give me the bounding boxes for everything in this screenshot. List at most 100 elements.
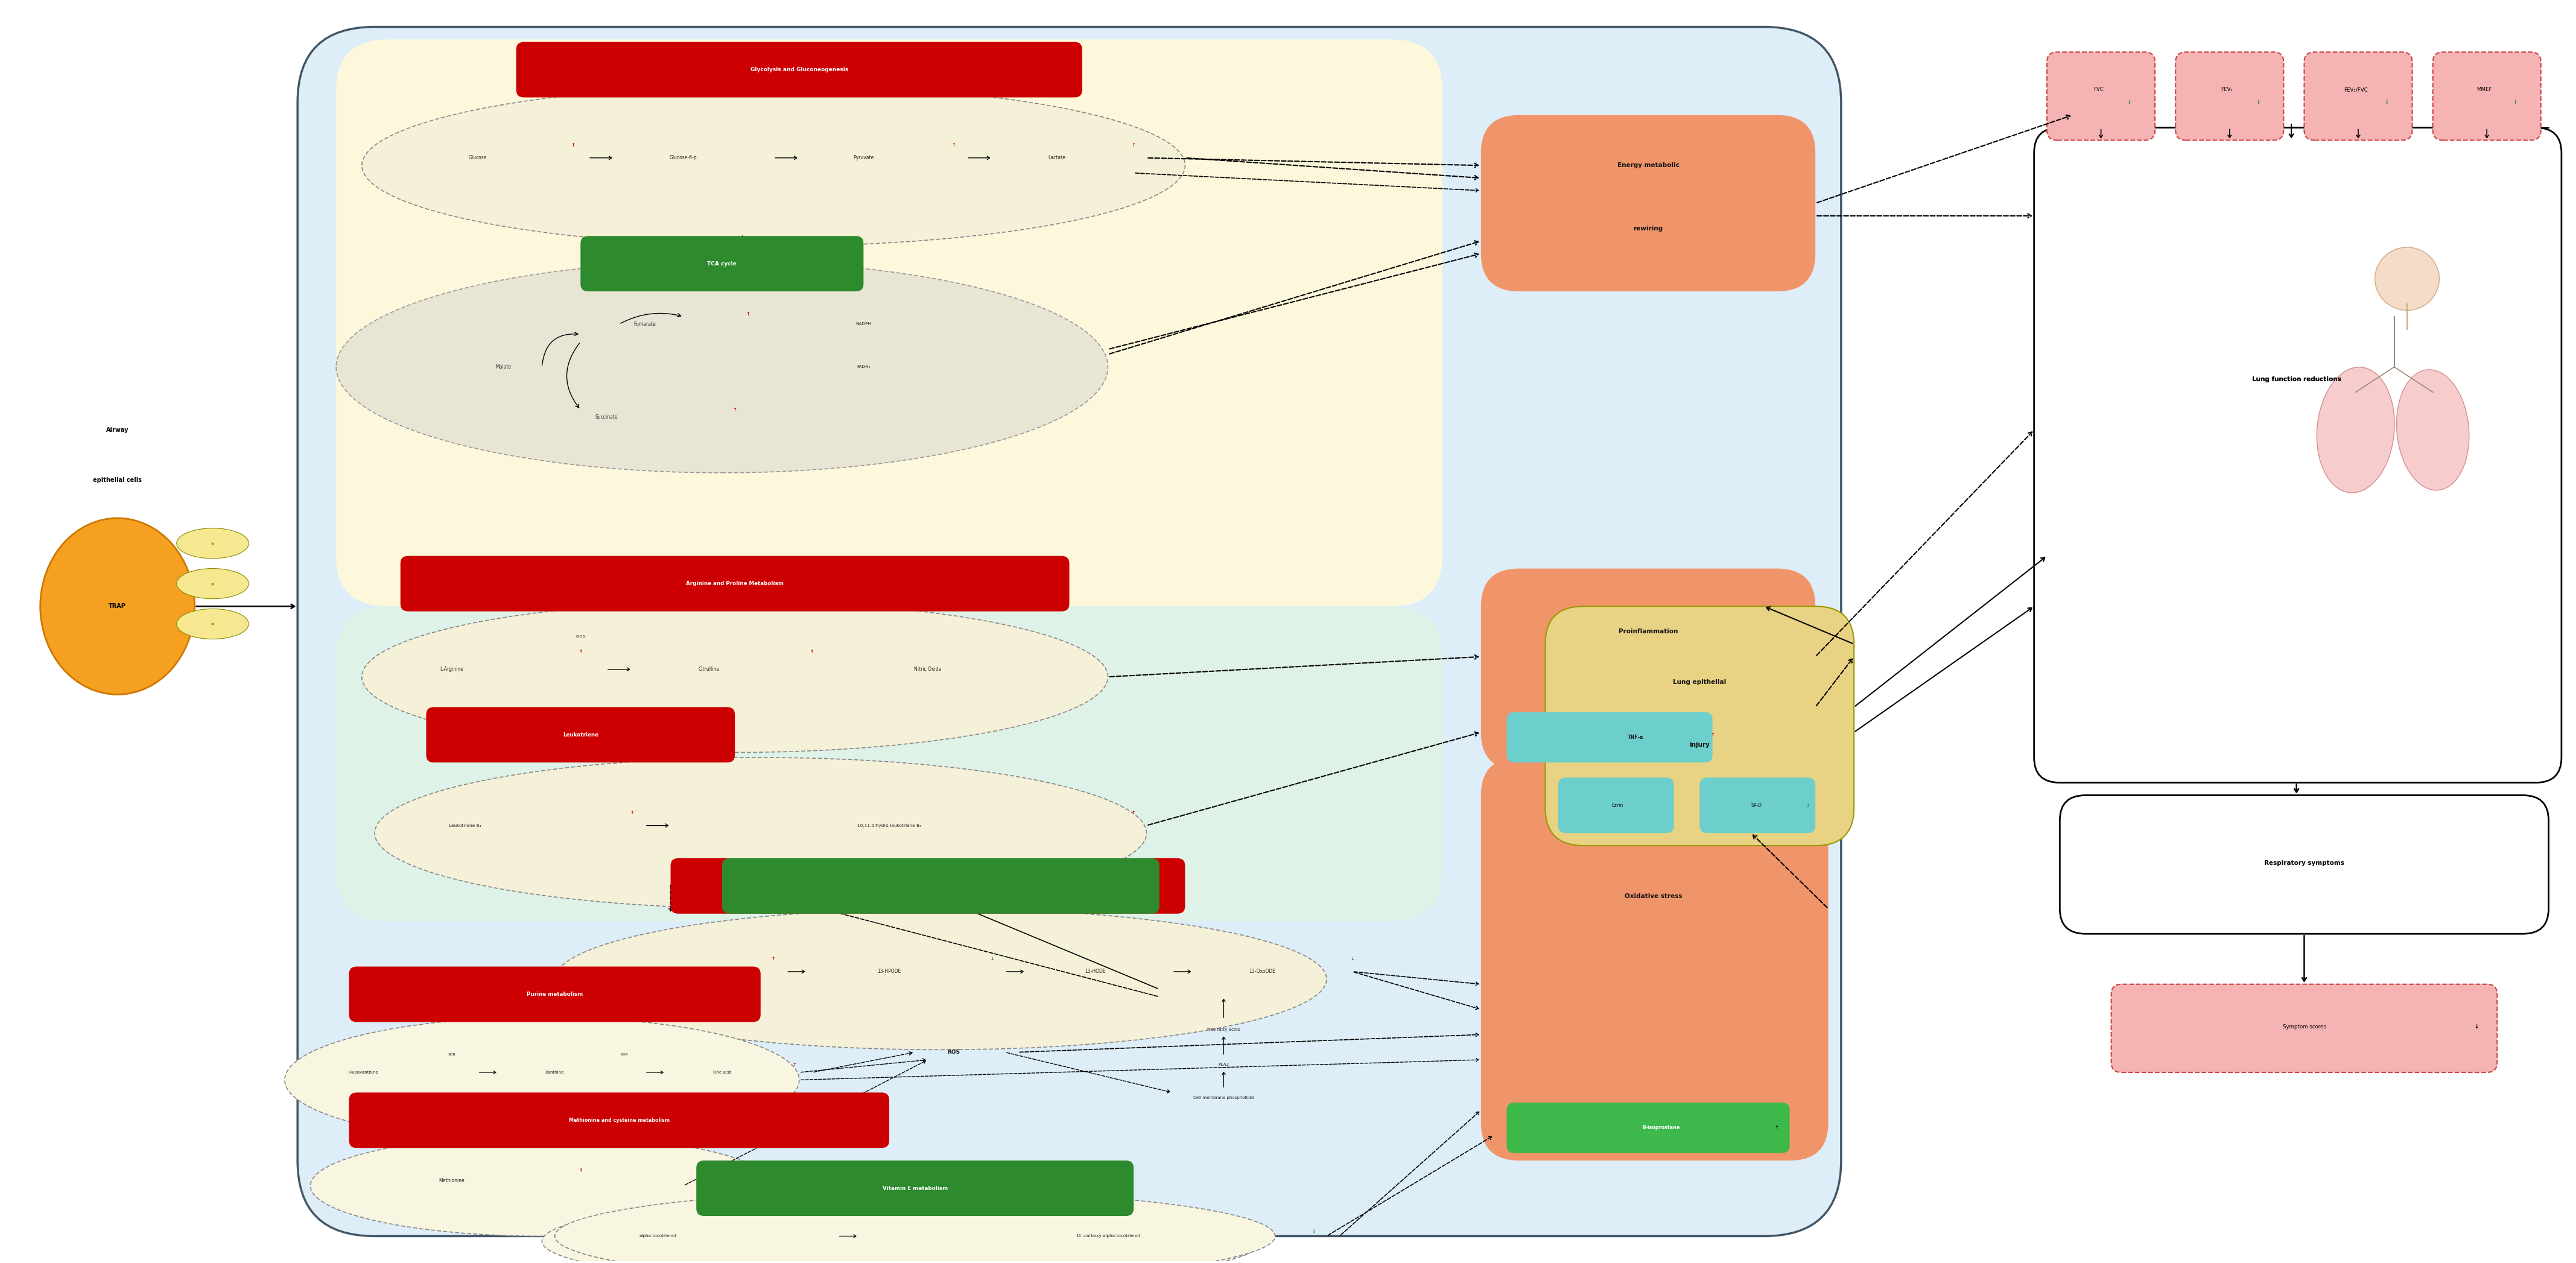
FancyBboxPatch shape [1481, 758, 1829, 1161]
Text: Ezrin: Ezrin [1613, 802, 1623, 808]
Text: Oxidative stress: Oxidative stress [1625, 893, 1682, 899]
Ellipse shape [2396, 370, 2470, 490]
Text: Succinate: Succinate [595, 414, 618, 421]
Ellipse shape [541, 1196, 1262, 1263]
Text: ↓: ↓ [989, 956, 994, 961]
Text: ↓: ↓ [2385, 100, 2388, 105]
Text: Vitamin E metabolism: Vitamin E metabolism [884, 1186, 948, 1191]
FancyBboxPatch shape [399, 556, 1069, 611]
Text: alpha-tocotrienol: alpha-tocotrienol [639, 1234, 677, 1238]
Text: Leukotriene B₄: Leukotriene B₄ [448, 823, 482, 827]
Text: FADH₂: FADH₂ [858, 365, 871, 369]
FancyBboxPatch shape [1507, 1103, 1790, 1153]
Text: 8-isoprostane: 8-isoprostane [1643, 1125, 1680, 1130]
FancyBboxPatch shape [1558, 778, 1674, 834]
Ellipse shape [178, 528, 250, 558]
Text: FVC: FVC [2094, 87, 2105, 92]
FancyBboxPatch shape [2112, 984, 2496, 1072]
Text: ↑: ↑ [809, 649, 814, 654]
Text: ↓: ↓ [2514, 100, 2517, 105]
Text: ↑: ↑ [773, 956, 775, 961]
Text: 10,11-dihydro-leukotriene B₄: 10,11-dihydro-leukotriene B₄ [858, 823, 922, 827]
Text: Leukotriene: Leukotriene [562, 733, 598, 738]
Text: epithelial cells: epithelial cells [93, 477, 142, 484]
Ellipse shape [2375, 248, 2439, 311]
Ellipse shape [41, 518, 196, 695]
FancyBboxPatch shape [670, 859, 1185, 913]
FancyBboxPatch shape [2035, 128, 2561, 783]
Text: Cell membrane phospholipid: Cell membrane phospholipid [1193, 1096, 1255, 1099]
FancyBboxPatch shape [425, 707, 734, 763]
Text: ↓: ↓ [2257, 100, 2259, 105]
Text: ↑: ↑ [580, 1168, 582, 1173]
Text: MMEF: MMEF [2476, 87, 2491, 92]
Text: 13-HODE: 13-HODE [1084, 969, 1105, 974]
FancyBboxPatch shape [1481, 115, 1816, 292]
Text: Linoleate metabolism: Linoleate metabolism [896, 883, 961, 889]
Text: Lung epithelial: Lung epithelial [1672, 679, 1726, 685]
Ellipse shape [554, 908, 1327, 1050]
Text: Methionine and cysteine metabolism: Methionine and cysteine metabolism [569, 1118, 670, 1123]
Ellipse shape [335, 261, 1108, 472]
Ellipse shape [361, 601, 1108, 753]
Text: Methionine: Methionine [438, 1178, 464, 1183]
Text: Uric acid: Uric acid [714, 1071, 732, 1075]
Text: Glucose-6-p: Glucose-6-p [670, 155, 698, 160]
FancyBboxPatch shape [299, 27, 1842, 1236]
Text: FEV₁: FEV₁ [2221, 87, 2233, 92]
Text: ↑: ↑ [951, 143, 956, 148]
FancyBboxPatch shape [2432, 52, 2540, 140]
Text: FEV₁/FVC: FEV₁/FVC [2344, 87, 2367, 92]
FancyBboxPatch shape [348, 1092, 889, 1148]
Ellipse shape [309, 1135, 773, 1236]
Text: Arginine and Proline Metabolism: Arginine and Proline Metabolism [685, 581, 783, 586]
Text: ↓: ↓ [2128, 100, 2130, 105]
Text: Symptom scores: Symptom scores [2282, 1024, 2326, 1029]
Text: Pyruvate: Pyruvate [853, 155, 873, 160]
FancyBboxPatch shape [1546, 606, 1855, 846]
Text: ↑: ↑ [631, 810, 634, 816]
Text: XOR: XOR [448, 1053, 456, 1056]
Text: ↑: ↑ [580, 649, 582, 654]
Ellipse shape [178, 568, 250, 599]
Text: ↑: ↑ [732, 407, 737, 413]
Text: ROS: ROS [948, 1050, 961, 1055]
FancyBboxPatch shape [1507, 712, 1713, 763]
FancyBboxPatch shape [515, 42, 1082, 97]
Text: Linoleate: Linoleate [647, 969, 667, 974]
Text: ↑: ↑ [572, 143, 574, 148]
Text: ↑: ↑ [1131, 810, 1136, 816]
Text: ↑: ↑ [744, 312, 750, 317]
Text: ↓: ↓ [2476, 1024, 2478, 1029]
Text: ↑: ↑ [793, 1062, 796, 1067]
Text: ↑: ↑ [1131, 143, 1136, 148]
Text: PLA2: PLA2 [1218, 1063, 1229, 1067]
FancyBboxPatch shape [335, 39, 1443, 606]
Text: Glucose: Glucose [469, 155, 487, 160]
FancyBboxPatch shape [696, 1161, 1133, 1216]
Text: ↓: ↓ [1350, 956, 1355, 961]
Text: Lung function reductions: Lung function reductions [2251, 376, 2342, 383]
Ellipse shape [361, 85, 1185, 246]
FancyBboxPatch shape [2177, 52, 2282, 140]
Text: injury: injury [1690, 741, 1710, 748]
Text: free fatty acids: free fatty acids [1208, 1028, 1239, 1032]
Text: ↓: ↓ [1311, 1229, 1316, 1234]
Text: 11'-carboxy-alpha-tocotrienol: 11'-carboxy-alpha-tocotrienol [1077, 1234, 1141, 1238]
Text: SP-D: SP-D [1752, 802, 1762, 808]
FancyBboxPatch shape [580, 236, 863, 292]
Text: Airway: Airway [106, 427, 129, 433]
FancyBboxPatch shape [2061, 796, 2548, 933]
Ellipse shape [178, 609, 250, 639]
FancyBboxPatch shape [2048, 52, 2156, 140]
Text: Malate: Malate [495, 364, 510, 370]
Text: Glycolysis and Gluconeogenesis: Glycolysis and Gluconeogenesis [750, 67, 848, 72]
Ellipse shape [286, 1017, 799, 1143]
Ellipse shape [374, 758, 1146, 908]
Text: 13-HPODE: 13-HPODE [878, 969, 902, 974]
Text: Nitric Oxide: Nitric Oxide [914, 667, 940, 672]
Text: Citrulline: Citrulline [698, 667, 719, 672]
Text: XOR: XOR [621, 1053, 629, 1056]
Text: Hypoxanthine: Hypoxanthine [348, 1071, 379, 1075]
Text: TRAP: TRAP [108, 604, 126, 609]
